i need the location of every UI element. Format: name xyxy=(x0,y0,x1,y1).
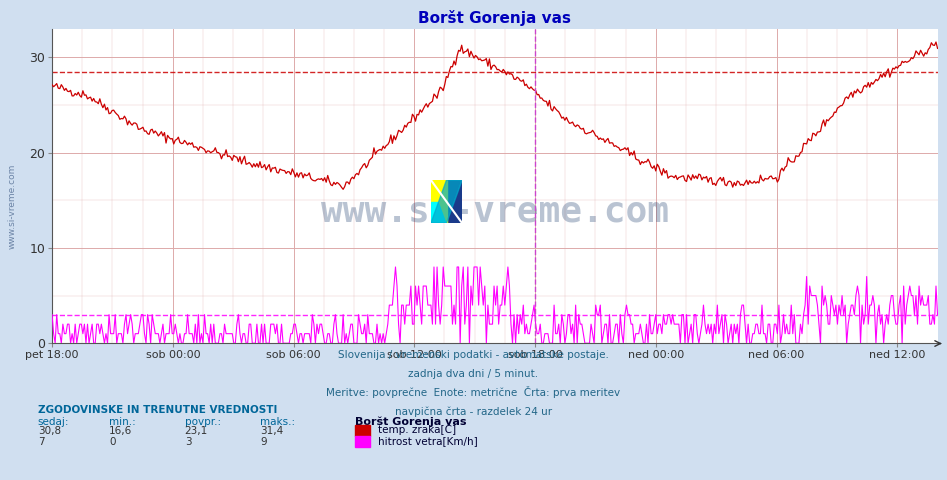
Text: www.si-vreme.com: www.si-vreme.com xyxy=(321,194,669,228)
Bar xyxy=(431,202,447,223)
Text: min.:: min.: xyxy=(109,417,135,427)
Text: www.si-vreme.com: www.si-vreme.com xyxy=(8,164,17,249)
Text: 0: 0 xyxy=(109,437,116,447)
Bar xyxy=(447,180,462,223)
Polygon shape xyxy=(431,180,462,223)
Text: zadnja dva dni / 5 minut.: zadnja dva dni / 5 minut. xyxy=(408,369,539,379)
Polygon shape xyxy=(431,180,447,223)
Text: ZGODOVINSKE IN TRENUTNE VREDNOSTI: ZGODOVINSKE IN TRENUTNE VREDNOSTI xyxy=(38,405,277,415)
Text: hitrost vetra[Km/h]: hitrost vetra[Km/h] xyxy=(378,436,477,446)
Text: 31,4: 31,4 xyxy=(260,426,284,436)
Polygon shape xyxy=(447,180,462,223)
Text: 9: 9 xyxy=(260,437,267,447)
Text: navpična črta - razdelek 24 ur: navpična črta - razdelek 24 ur xyxy=(395,407,552,417)
Text: povpr.:: povpr.: xyxy=(185,417,221,427)
Text: 3: 3 xyxy=(185,437,191,447)
Text: temp. zraka[C]: temp. zraka[C] xyxy=(378,425,456,435)
Text: Slovenija / vremenski podatki - avtomatske postaje.: Slovenija / vremenski podatki - avtomats… xyxy=(338,349,609,360)
Text: 23,1: 23,1 xyxy=(185,426,208,436)
Text: 7: 7 xyxy=(38,437,45,447)
Text: maks.:: maks.: xyxy=(260,417,295,427)
Bar xyxy=(431,180,447,202)
Title: Boršt Gorenja vas: Boršt Gorenja vas xyxy=(419,10,571,26)
Text: 30,8: 30,8 xyxy=(38,426,61,436)
Text: 16,6: 16,6 xyxy=(109,426,133,436)
Text: Meritve: povprečne  Enote: metrične  Črta: prva meritev: Meritve: povprečne Enote: metrične Črta:… xyxy=(327,386,620,398)
Text: sedaj:: sedaj: xyxy=(38,417,69,427)
Text: Boršt Gorenja vas: Boršt Gorenja vas xyxy=(355,416,467,427)
